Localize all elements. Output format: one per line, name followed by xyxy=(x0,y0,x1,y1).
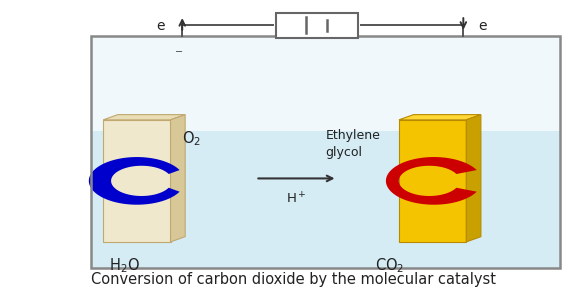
Bar xyxy=(92,131,560,268)
Bar xyxy=(92,36,560,268)
Polygon shape xyxy=(89,157,180,205)
Text: O$_2$: O$_2$ xyxy=(182,129,201,147)
Text: CO$_2$: CO$_2$ xyxy=(376,256,405,275)
Polygon shape xyxy=(170,115,185,242)
Polygon shape xyxy=(399,120,466,242)
Polygon shape xyxy=(466,115,481,242)
Text: −: − xyxy=(176,47,183,57)
Polygon shape xyxy=(386,157,477,205)
Polygon shape xyxy=(103,115,185,120)
Text: H$_2$O: H$_2$O xyxy=(109,256,140,275)
Text: Ethylene
glycol: Ethylene glycol xyxy=(326,129,380,159)
Polygon shape xyxy=(399,115,481,120)
Polygon shape xyxy=(103,120,170,242)
Bar xyxy=(276,13,358,38)
Bar xyxy=(92,36,560,268)
Text: Conversion of carbon dioxide by the molecular catalyst: Conversion of carbon dioxide by the mole… xyxy=(91,272,496,287)
Text: e: e xyxy=(478,19,487,33)
Text: e: e xyxy=(156,19,165,33)
Text: H$^+$: H$^+$ xyxy=(286,192,307,207)
